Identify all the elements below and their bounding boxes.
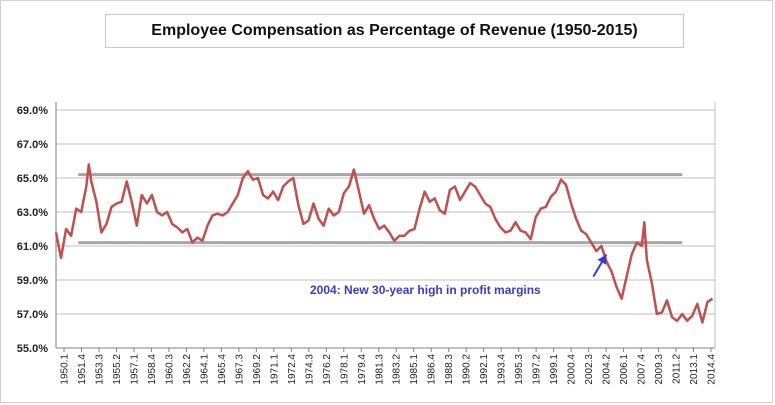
x-tick-label: 1995.3 — [514, 354, 525, 385]
x-tick-label: 2007.4 — [637, 354, 648, 385]
x-tick-label: 1999.1 — [549, 354, 560, 385]
x-tick-label: 2000.4 — [567, 354, 578, 385]
y-tick-label: 67.0% — [17, 139, 48, 151]
x-tick-label: 2002.3 — [584, 354, 595, 385]
y-axis-tick-labels: 55.0% 57.0% 59.0% 61.0% 63.0% 65.0% 67.0% 69.0% — [17, 105, 48, 355]
x-tick-label: 1986.4 — [427, 354, 438, 385]
x-tick-label: 1957.1 — [129, 354, 140, 385]
y-tick-label: 63.0% — [17, 207, 48, 219]
y-tick-label: 57.0% — [17, 309, 48, 321]
x-tick-label: 1981.3 — [374, 354, 385, 385]
x-tick-label: 1950.1 — [60, 354, 71, 385]
gridlines — [56, 109, 715, 349]
x-tick-label: 2009.3 — [654, 354, 665, 385]
axes — [55, 102, 716, 352]
annotation: 2004: New 30-year high in profit margins — [310, 253, 608, 297]
x-tick-label: 2004.2 — [602, 354, 613, 385]
x-tick-label: 1990.2 — [462, 354, 473, 385]
x-tick-label: 1978.1 — [339, 354, 350, 385]
x-tick-label: 1964.1 — [199, 354, 210, 385]
x-tick-label: 1985.1 — [409, 354, 420, 385]
chart-title-box: Employee Compensation as Percentage of R… — [105, 14, 684, 48]
x-tick-label: 1992.1 — [479, 354, 490, 385]
x-tick-label: 1988.3 — [444, 354, 455, 385]
y-tick-label: 59.0% — [17, 275, 48, 287]
x-tick-label: 1962.2 — [182, 354, 193, 385]
reference-lines — [78, 173, 683, 245]
x-tick-label: 1955.2 — [112, 354, 123, 385]
annotation-text: 2004: New 30-year high in profit margins — [310, 283, 541, 297]
x-tick-label: 1997.2 — [532, 354, 543, 385]
series — [54, 163, 714, 324]
x-tick-label: 1953.3 — [94, 354, 105, 385]
x-tick-label: 1951.4 — [77, 354, 88, 385]
compensation-series-line — [54, 163, 714, 324]
x-tick-label: 1976.2 — [322, 354, 333, 385]
x-tick-label: 1965.4 — [217, 354, 228, 385]
x-tick-label: 1971.1 — [269, 354, 280, 385]
y-tick-label: 69.0% — [17, 105, 48, 117]
x-tick-label: 2014.4 — [707, 354, 718, 385]
x-tick-label: 1979.4 — [357, 354, 368, 385]
x-tick-label: 1983.2 — [392, 354, 403, 385]
x-tick-label: 1993.4 — [497, 354, 508, 385]
x-tick-label: 1974.3 — [304, 354, 315, 385]
x-tick-label: 2013.1 — [689, 354, 700, 385]
y-tick-label: 61.0% — [17, 241, 48, 253]
y-tick-label: 55.0% — [17, 343, 48, 355]
x-tick-label: 2011.2 — [672, 354, 683, 384]
x-tick-label: 2006.1 — [619, 354, 630, 385]
x-tick-label: 1958.4 — [147, 354, 158, 385]
x-tick-label: 1960.3 — [164, 354, 175, 385]
x-tick-label: 1967.3 — [234, 354, 245, 385]
x-tick-label: 1972.4 — [287, 354, 298, 385]
y-tick-label: 65.0% — [17, 173, 48, 185]
annotation-arrow-head — [597, 254, 607, 265]
x-tick-label: 1969.2 — [252, 354, 263, 385]
chart-title: Employee Compensation as Percentage of R… — [151, 22, 638, 39]
x-axis-tick-labels: 1950.1 1951.4 1953.3 1955.2 1957.1 1958.4 1960… — [60, 354, 718, 385]
